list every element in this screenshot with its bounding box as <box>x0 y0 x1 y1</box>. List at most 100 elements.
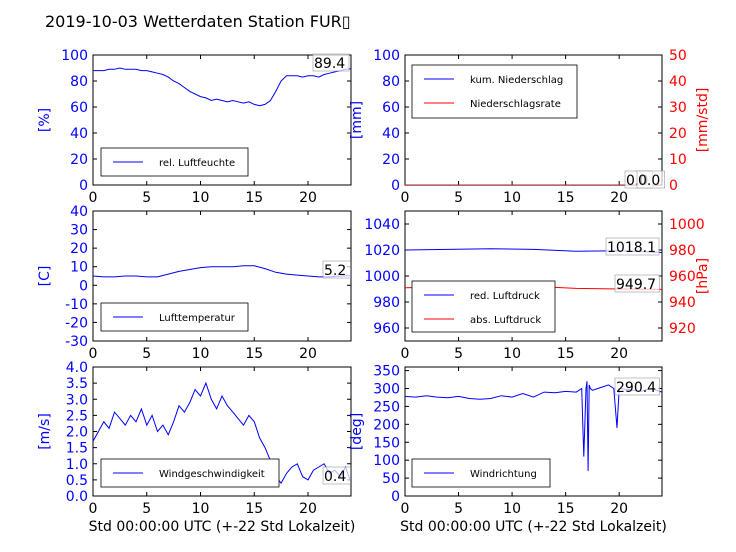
y-tick-label: 10 <box>70 260 88 276</box>
y-tick-label: 40 <box>70 204 88 220</box>
y-right-tick-label: 1000 <box>669 217 705 233</box>
x-tick-label: 0 <box>89 501 98 517</box>
x-tick-label: 15 <box>557 501 575 517</box>
panel-humidity: 0 5 10 15 20 0 20 40 60 80 100 [%] rel. Luftfeuchte 8… <box>37 48 352 206</box>
annotation-box <box>322 466 351 485</box>
y-right-axis-label: [hPa] <box>695 258 711 294</box>
legend-entry: Lufttemperatur <box>159 313 236 324</box>
y-tick-label: 20 <box>382 152 400 168</box>
legend-box <box>411 280 556 333</box>
annotation-box <box>614 377 660 396</box>
x-tick-label: 0 <box>401 190 410 206</box>
y-tick-label: 80 <box>70 74 88 90</box>
x-tick-label: 5 <box>454 346 463 362</box>
legend-entry: red. Luftdruck <box>470 291 540 302</box>
y-right-tick-label: 980 <box>669 243 696 259</box>
x-tick-label: 0 <box>401 346 410 362</box>
y-axis-label: [deg] <box>349 413 365 450</box>
figure-title: 2019-10-03 Wetterdaten Station FUR▯ <box>45 12 351 31</box>
x-tick-label: 15 <box>245 346 263 362</box>
x-tick-label: 10 <box>503 190 521 206</box>
x-tick-label: 10 <box>503 346 521 362</box>
y-tick-label: 1000 <box>364 269 400 285</box>
x-tick-label: 5 <box>454 501 463 517</box>
y-right-axis-label: [mm/std] <box>695 88 711 153</box>
x-tick-label: 20 <box>299 346 317 362</box>
y-tick-label: 20 <box>70 152 88 168</box>
y-tick-label: 0 <box>391 178 400 194</box>
y-tick-label: 40 <box>70 126 88 142</box>
annotation-box <box>312 53 350 72</box>
y-right-tick-label: 30 <box>669 100 687 116</box>
x-tick-label: 15 <box>557 190 575 206</box>
y-axis-label: [m/s] <box>37 413 53 450</box>
y-right-tick-label: 0 <box>669 178 678 194</box>
x-tick-label: 20 <box>610 190 628 206</box>
x-tick-label: 5 <box>142 501 151 517</box>
y-tick-label: 250 <box>373 399 400 415</box>
y-tick-label: 4.0 <box>66 360 88 376</box>
x-tick-label: 0 <box>89 346 98 362</box>
series-line <box>93 67 351 107</box>
y-tick-label: 150 <box>373 435 400 451</box>
y-right-tick-label: 10 <box>669 152 687 168</box>
legend-box <box>100 147 249 177</box>
y-tick-label: 60 <box>382 100 400 116</box>
y-axis-label: [%] <box>37 108 53 132</box>
y-right-tick-label: 20 <box>669 126 687 142</box>
annotation-box <box>636 170 665 189</box>
y-tick-label: 980 <box>373 295 400 311</box>
legend-entry: Windgeschwindigkeit <box>159 469 265 480</box>
y-tick-label: 100 <box>373 48 400 64</box>
last-value-label: 1018.1 <box>607 240 656 256</box>
y-axis-label: [mm] <box>349 101 365 139</box>
x-tick-label: 10 <box>192 190 210 206</box>
last-value-label: 949.7 <box>616 277 656 293</box>
x-tick-label: 15 <box>557 346 575 362</box>
last-value-label: 89.4 <box>314 56 345 72</box>
panel-wind-speed: 0 5 10 15 20 0.00.51.01.52.02.53.03.54.0 [m/s]… <box>37 360 355 535</box>
y-right-tick-label: 960 <box>669 269 696 285</box>
last-value-label: 5.2 <box>324 263 346 279</box>
x-axis-label: Std 00:00:00 UTC (+-22 Std Lokalzeit) <box>89 519 356 535</box>
x-tick-label: 20 <box>299 501 317 517</box>
y-tick-label: 2.0 <box>66 425 88 441</box>
y-tick-label: 50 <box>382 471 400 487</box>
x-tick-label: 20 <box>610 501 628 517</box>
legend-entry: kum. Niederschlag <box>470 75 563 86</box>
y-tick-label: 100 <box>61 48 88 64</box>
x-axis-label: Std 00:00:00 UTC (+-22 Std Lokalzeit) <box>400 519 667 535</box>
y-tick-label: 3.0 <box>66 392 88 408</box>
last-value-label: 0.0 <box>638 173 660 189</box>
annotation-box <box>605 237 660 256</box>
legend-entry: Windrichtung <box>470 469 537 480</box>
x-tick-label: 5 <box>142 190 151 206</box>
y-tick-label: 20 <box>70 241 88 257</box>
y-tick-label: 100 <box>373 453 400 469</box>
legend-entry: Niederschlagsrate <box>470 99 561 110</box>
panel-temperature: 0 5 10 15 20 -30 -20 -10 0 10 20 30 40 [C] Lufttempera… <box>37 204 352 362</box>
x-tick-label: 10 <box>503 501 521 517</box>
y-tick-label: 1.0 <box>66 457 88 473</box>
y-right-tick-label: 920 <box>669 321 696 337</box>
x-tick-label: 15 <box>245 501 263 517</box>
y-right-tick-label: 940 <box>669 295 696 311</box>
y-tick-label: 60 <box>70 100 88 116</box>
y-tick-label: 200 <box>373 417 400 433</box>
y-right-tick-label: 50 <box>669 48 687 64</box>
y-tick-label: 40 <box>382 126 400 142</box>
annotation-box <box>322 260 351 279</box>
x-tick-label: 20 <box>610 346 628 362</box>
annotation-box <box>614 274 660 293</box>
y-tick-label: 30 <box>70 223 88 239</box>
y-tick-label: 1.5 <box>66 441 88 457</box>
legend-entry: rel. Luftfeuchte <box>159 158 235 169</box>
y-tick-label: 2.5 <box>66 408 88 424</box>
y-tick-label: -30 <box>65 334 88 350</box>
x-tick-label: 5 <box>142 346 151 362</box>
x-tick-label: 10 <box>192 346 210 362</box>
y-tick-label: 1020 <box>364 243 400 259</box>
y-axis-label: [C] <box>37 266 53 287</box>
